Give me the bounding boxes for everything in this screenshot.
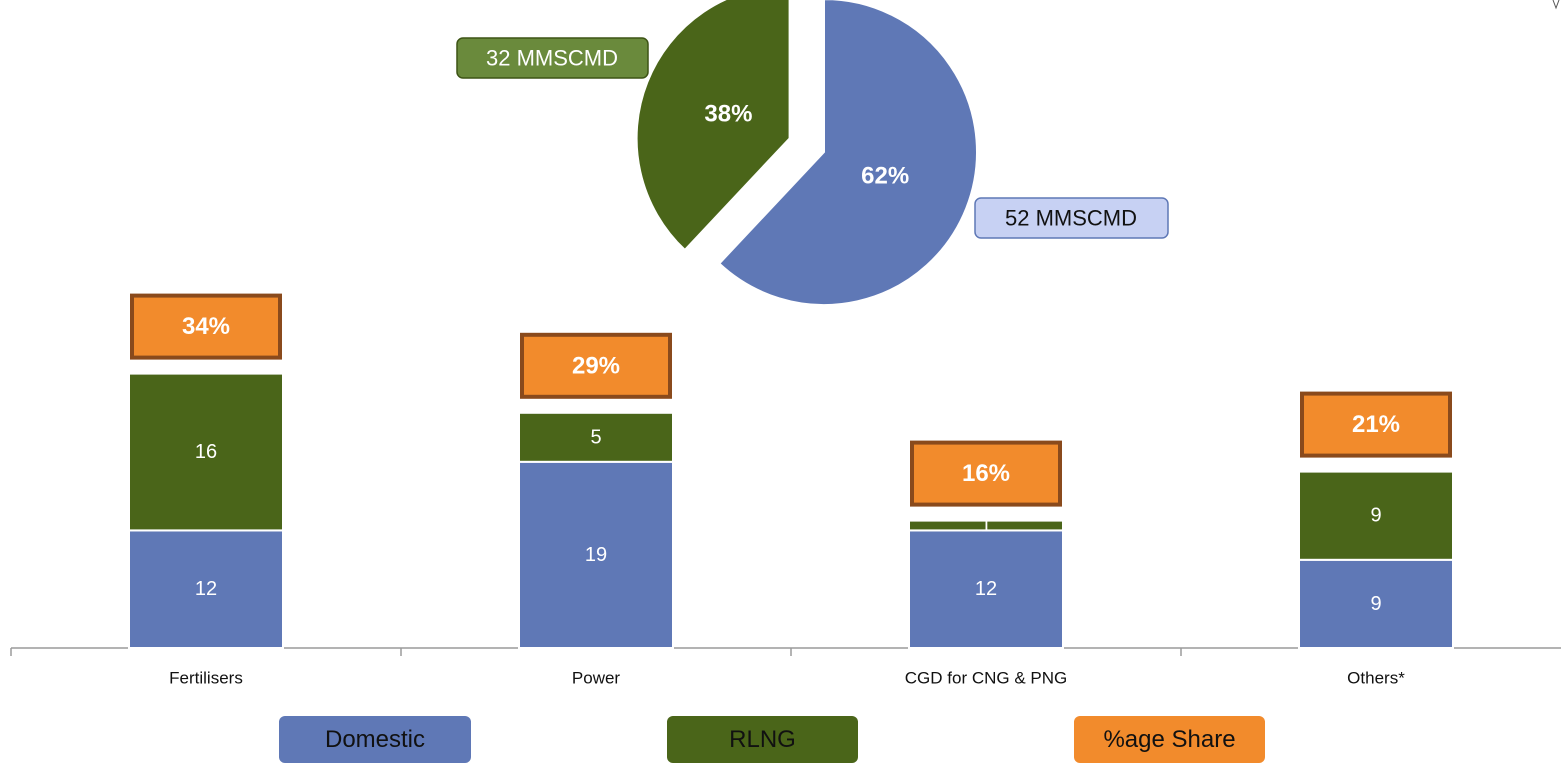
- share-label: 16%: [962, 460, 1010, 487]
- category-label: Fertilisers: [169, 669, 243, 688]
- share-label: 29%: [572, 352, 620, 379]
- bar-label-rlng: 9: [1370, 505, 1381, 527]
- bar-rlng: [908, 519, 1064, 532]
- legend-share: %age Share: [1074, 716, 1265, 763]
- bar-rlng: [1298, 470, 1454, 561]
- share-box: [910, 440, 1062, 507]
- share-box: [1300, 391, 1452, 458]
- callout-box-rlng: [456, 37, 649, 79]
- category-label: Others*: [1347, 669, 1405, 688]
- bar-label-rlng: 1: [980, 515, 991, 537]
- callout-box-domestic: [974, 197, 1169, 239]
- legend-domestic: Domestic: [279, 716, 471, 763]
- legend-rlng: RLNG: [667, 716, 858, 763]
- pie-percent-label: 62%: [861, 163, 909, 190]
- bar-rlng: [128, 372, 284, 532]
- pie-slice-domestic: [717, 0, 978, 306]
- category-label: CGD for CNG & PNG: [905, 669, 1067, 688]
- bar-label-domestic: 12: [195, 578, 217, 600]
- edge-mark: [1552, 0, 1560, 10]
- bar-label-domestic: 9: [1370, 593, 1381, 615]
- bar-label-rlng: 16: [195, 441, 217, 463]
- bar-label-domestic: 19: [585, 544, 607, 566]
- callout-domestic: 52 MMSCMD: [1005, 206, 1137, 231]
- share-label: 34%: [182, 313, 230, 340]
- share-box: [130, 293, 282, 360]
- bar-label-domestic: 12: [975, 578, 997, 600]
- bar-domestic: [128, 529, 284, 650]
- pie-slice-rlng: [635, 0, 791, 252]
- bar-label-rlng: 5: [590, 426, 601, 448]
- category-label: Power: [572, 669, 621, 688]
- callout-rlng: 32 MMSCMD: [486, 46, 618, 71]
- bar-rlng: [518, 411, 674, 463]
- bar-domestic: [908, 529, 1064, 650]
- share-label: 21%: [1352, 411, 1400, 438]
- share-box: [520, 332, 672, 399]
- pie-percent-label: 38%: [704, 101, 752, 128]
